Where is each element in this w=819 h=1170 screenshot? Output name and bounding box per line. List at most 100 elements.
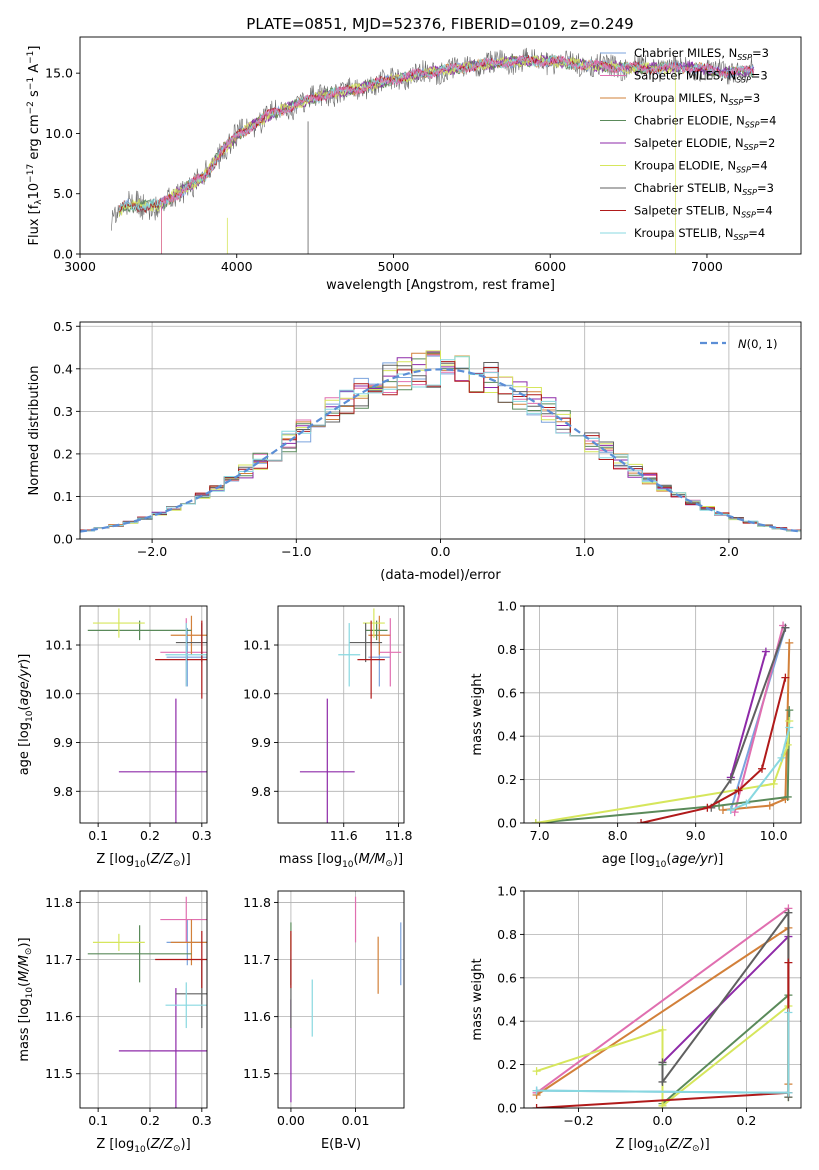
spectrum-ylabel: Flux [fλ10−17 erg cm−2 s−1 A−1] <box>26 46 44 246</box>
age_vs_Z-ytick-label: 10.1 <box>45 638 73 653</box>
spectrum-series-group <box>111 47 755 254</box>
weight-marker <box>785 723 794 732</box>
weight-line <box>661 935 790 1064</box>
point-kroupa-miles <box>170 615 207 655</box>
age_vs_Z-frame <box>79 605 208 824</box>
residual-ytick-label: 0.4 <box>53 361 73 376</box>
mass_vs_Z-xlabel-part: ⊙ <box>173 1144 181 1154</box>
age_vs_mass-xlabel-part: )] <box>393 852 403 867</box>
legend-entry-part: Salpeter STELIB, N <box>634 204 741 218</box>
spectrum-frame <box>79 36 802 255</box>
mass_vs_Z-axes: 0.1 0.2 0.311.511.611.711.8Z [log10(Z/Z⊙)]… <box>17 890 212 1155</box>
age_vs_Z-xlabel: Z [log10(Z/Z⊙)] <box>96 852 190 870</box>
legend-entry-part: Chabrier ELODIE, N <box>634 114 745 128</box>
legend-entry-part: SSP <box>729 98 744 107</box>
residual-ytick-label: 0.5 <box>53 319 73 334</box>
age_vs_mass-xlabel-part: ⊙ <box>385 859 393 869</box>
spectrum-line-kroupa-miles <box>161 55 755 254</box>
spectrum-ytick-label: 10.0 <box>45 126 73 141</box>
legend-entry: Salpeter MILES, NSSP=3 <box>634 69 768 85</box>
weight_vs_Z-xtick-label: 0.0 <box>653 1113 673 1128</box>
spectrum-ylabel-part: ] <box>27 46 42 51</box>
spectrum-ylabel-part: λ <box>34 199 44 205</box>
mass_vs_ebv-ytick-label: 11.7 <box>243 952 271 967</box>
age_vs_Z-xtick-label: 0.2 <box>140 828 160 843</box>
legend-entry-part: =4 <box>756 204 773 218</box>
mass_vs_Z-ytick-label: 11.8 <box>45 895 73 910</box>
weight_vs_Z-ytick-label: 0.4 <box>497 1014 517 1029</box>
age_vs_Z-ylabel-part: ( <box>17 706 32 711</box>
residual-axes: −2.0 −1.0 0.0 1.0 2.0 0.0 0.1 0.2 0.3 0.4 0.5 (data… <box>27 319 802 583</box>
legend-entry-part: N <box>738 337 747 351</box>
weight-marker <box>765 801 774 810</box>
mass_vs_ebv-xtick-label: 0.00 <box>277 1113 305 1128</box>
legend-entry-part: Kroupa STELIB, N <box>634 226 734 240</box>
mass_vs_Z-xlabel-part: Z [log <box>96 1137 134 1152</box>
weight-marker <box>785 706 794 715</box>
weight_vs_Z-axes: −0.2 0.0 0.2 0.0 0.2 0.4 0.6 0.8 1.0 Z [log10(Z/Z… <box>470 884 802 1155</box>
legend-entry: N(0, 1) <box>738 337 778 351</box>
weight_vs_age-ytick-label: 0.0 <box>497 816 517 831</box>
spectrum-ylabel-part: 10 <box>27 183 42 200</box>
weight-marker <box>777 753 786 762</box>
figure-title: PLATE=0851, MJD=52376, FIBERID=0109, z=0… <box>246 15 633 33</box>
age_vs_mass-points <box>299 608 402 823</box>
weight-marker <box>532 1086 541 1095</box>
weight_vs_age-xtick-label: 9.0 <box>686 828 706 843</box>
mass_vs_Z-ytick-label: 11.5 <box>45 1066 73 1081</box>
legend-entry-part: SSP <box>736 166 751 175</box>
mass_vs_Z-ylabel-part: mass [log <box>17 998 32 1061</box>
point-salpeter-elodie <box>118 988 207 1108</box>
legend-entry-part: (0, 1) <box>747 337 778 351</box>
mass_vs_Z-xlabel-part: ( <box>146 1137 151 1152</box>
weight_vs_age-ytick-label: 1.0 <box>497 599 517 614</box>
weight-marker <box>784 908 793 917</box>
legend-entry-part: Salpeter ELODIE, N <box>634 136 744 150</box>
spectrum-axes: 3000 4000 5000 6000 7000 0.0 5.0 10.0 15.0 wavele… <box>26 36 802 293</box>
age_vs_mass-xlabel-part: ( <box>354 852 359 867</box>
spectrum-ylabel-part: erg cm <box>27 114 42 163</box>
mass_vs_Z-frame <box>79 890 208 1109</box>
series-kroupa-stelib <box>726 723 794 814</box>
age_vs_Z-ylabel-part: 10 <box>25 710 35 722</box>
weight-marker <box>658 1025 667 1034</box>
weight-marker <box>757 764 766 773</box>
spectrum-xtick-label: 7000 <box>691 259 723 274</box>
age_vs_Z-ytick-label: 9.8 <box>53 784 73 799</box>
weight-marker <box>715 801 724 810</box>
legend-entry-part: =3 <box>751 69 768 83</box>
weight_vs_age-xlabel: age [log10(age/yr)] <box>602 852 724 870</box>
legend-entry-part: SSP <box>745 121 760 130</box>
legend-entry-part: =2 <box>758 136 775 150</box>
legend-entry-part: =4 <box>751 159 768 173</box>
age_vs_mass-xlabel-part: 10 <box>342 860 354 870</box>
mass_vs_ebv-ytick-label: 11.6 <box>243 1009 271 1024</box>
point-chabrier-elodie <box>365 620 388 641</box>
weight_vs_age-frame <box>523 605 802 824</box>
series-kroupa-stelib <box>532 1008 793 1097</box>
weight-marker <box>734 786 743 795</box>
age_vs_Z-xlabel-part: ⊙ <box>173 859 181 869</box>
spectrum-xtick-label: 5000 <box>378 259 410 274</box>
point-chabrier-miles <box>166 627 207 687</box>
residual-ylabel: Normed distribution <box>27 366 42 496</box>
legend-entry-part: SSP <box>734 233 749 242</box>
age_vs_mass-xlabel-part: mass [log <box>279 852 342 867</box>
age_vs_mass-ytick-label: 9.8 <box>251 784 271 799</box>
spectrum-line-salpeter-stelib <box>118 55 755 213</box>
age_vs_Z-ytick-label: 10.0 <box>45 686 73 701</box>
point-salpeter-miles <box>379 618 402 687</box>
mass_vs_ebv-axes: 0.00 0.01 11.5 11.6 11.7 11.8 E(B-V) <box>243 890 405 1152</box>
mass_vs_Z-ylabel: mass [log10(M/M⊙)] <box>17 937 35 1061</box>
legend-entry: Salpeter ELODIE, NSSP=2 <box>634 136 775 152</box>
mass_vs_Z-ylabel-part: M/M <box>17 955 32 982</box>
age_vs_Z-xtick-label: 0.3 <box>192 828 212 843</box>
weight-marker <box>761 647 770 656</box>
spectrum-ylabel-part: A <box>27 64 42 77</box>
weight-line <box>535 710 791 823</box>
mass_vs_Z-ylabel-part: ( <box>17 982 32 987</box>
weight_vs_Z-xlabel-part: Z/Z <box>669 1137 693 1152</box>
point-salpeter-elodie <box>118 698 207 823</box>
weight-line <box>730 727 791 811</box>
